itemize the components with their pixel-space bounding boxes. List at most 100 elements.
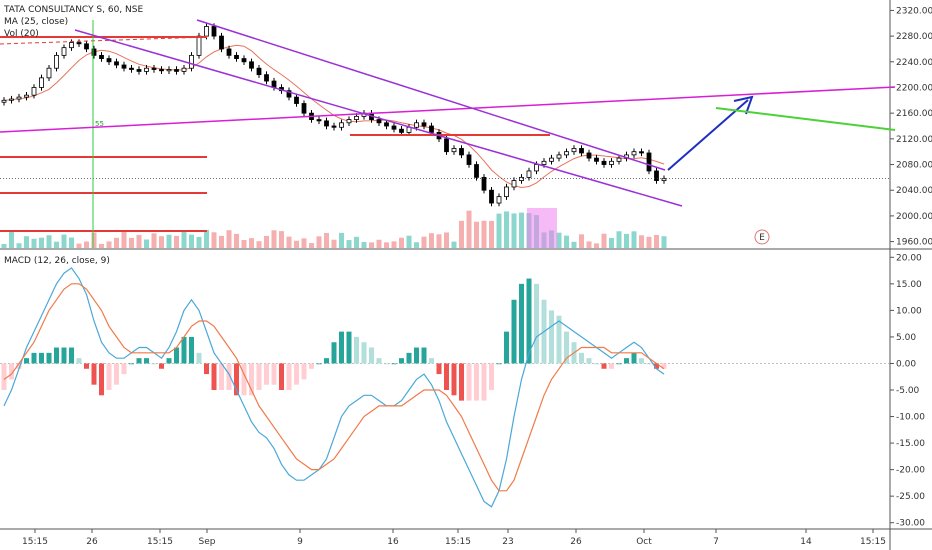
volume-bar (189, 234, 194, 248)
volume-bar (421, 236, 427, 248)
volume-bar (31, 238, 37, 248)
time-tick-label: 16 (387, 537, 399, 547)
macd-histogram-bar (1, 363, 7, 390)
candle (339, 122, 344, 128)
volume-bar (226, 230, 232, 248)
volume-bar (264, 235, 269, 248)
candle (16, 96, 22, 100)
price-tick-label: 2200.00 (896, 83, 932, 93)
price-tick-label: 2120.00 (896, 135, 932, 145)
candle (534, 164, 539, 172)
candle (639, 151, 644, 154)
macd-tick-label: 0.00 (896, 359, 916, 369)
candle (151, 67, 157, 70)
macd-histogram-bar (249, 363, 254, 396)
candle (504, 186, 509, 198)
macd-tick-label: 15.00 (896, 280, 922, 290)
candle (579, 148, 584, 154)
volume-bar (556, 232, 562, 248)
macd-histogram-bar (586, 358, 592, 364)
candle (106, 58, 112, 63)
volume-bar (399, 237, 404, 248)
cycle-label: 55 (95, 120, 104, 128)
candle (346, 119, 352, 124)
volume-bar (384, 242, 389, 248)
candle (646, 152, 652, 172)
volume-bar (639, 235, 644, 248)
candle (204, 26, 209, 37)
macd-tick-label: -15.00 (896, 439, 925, 449)
macd-histogram-bar (361, 342, 367, 364)
volume-bar (256, 241, 262, 248)
macd-histogram-bar (421, 347, 427, 364)
candle (181, 67, 187, 72)
macd-tick-label: -25.00 (896, 492, 925, 502)
macd-histogram-bar (234, 363, 239, 396)
macd-histogram-bar (459, 363, 464, 401)
macd-histogram-bar (399, 358, 404, 364)
macd-histogram-bar (241, 363, 247, 396)
green-target-line (715, 107, 896, 131)
candle (211, 26, 217, 37)
highlight-box (527, 208, 557, 248)
macd-histogram-bar (189, 336, 194, 364)
volume-bar (271, 230, 277, 248)
candle (301, 103, 307, 114)
macd-histogram-bar (549, 310, 554, 364)
macd-histogram-bar (639, 358, 644, 364)
candle (256, 67, 262, 76)
candle (564, 151, 569, 156)
candle (234, 54, 239, 59)
volume-bar (181, 231, 187, 248)
volume-bar (586, 241, 592, 248)
candle (76, 42, 82, 45)
macd-histogram-bar (384, 363, 389, 365)
macd-histogram-bar (16, 363, 22, 369)
candle (46, 67, 52, 79)
candle (129, 67, 134, 70)
volume-bar (616, 231, 622, 248)
volume-bar (489, 220, 494, 248)
macd-histogram-bar (256, 363, 262, 390)
macd-tick-label: -10.00 (896, 413, 925, 423)
projection-arrow (667, 99, 749, 171)
macd-histogram-bar (324, 358, 329, 364)
macd-legend: MACD (12, 26, close, 9) (4, 256, 110, 266)
macd-histogram-bar (616, 363, 622, 365)
volume-bar (39, 237, 44, 248)
macd-histogram-bar (511, 299, 517, 364)
volume-bar (564, 235, 569, 248)
candle (354, 115, 359, 120)
time-tick-label: 26 (570, 537, 582, 547)
macd-histogram-bar (61, 347, 67, 364)
macd-histogram-bar (279, 363, 284, 390)
volume-bar (219, 235, 224, 248)
ma-legend: MA (25, close) (4, 17, 69, 27)
candle (594, 157, 599, 162)
candle (219, 35, 224, 50)
candle (526, 170, 532, 178)
volume-bar (354, 236, 359, 248)
macd-histogram-bar (24, 358, 29, 364)
macd-histogram-bar (316, 363, 322, 365)
volume-bar (436, 234, 442, 248)
macd-histogram-bar (309, 363, 314, 369)
volume-bar (279, 231, 284, 248)
candle (391, 125, 397, 130)
macd-histogram-bar (646, 363, 652, 365)
volume-bar (121, 231, 127, 248)
volume-bar (504, 211, 509, 248)
candle (294, 96, 299, 104)
volume-bar (174, 235, 179, 248)
time-tick-label: Oct (636, 537, 652, 547)
volume-bar (301, 238, 307, 248)
candle (69, 42, 74, 49)
candle (99, 54, 104, 59)
volume-bar (474, 221, 479, 248)
candle (631, 151, 637, 156)
volume-bar (91, 232, 97, 248)
macd-histogram-bar (159, 363, 164, 369)
